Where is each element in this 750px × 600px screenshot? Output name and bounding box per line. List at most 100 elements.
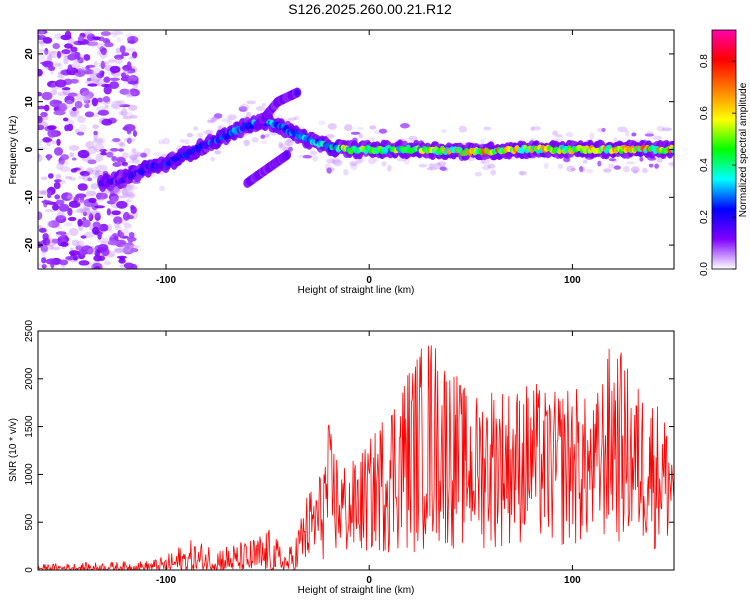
spectrogram-cell (88, 197, 97, 204)
spectrogram-cell (77, 116, 86, 124)
spectrogram-cell (83, 99, 91, 104)
spectrogram-cell (111, 33, 118, 38)
spectrogram-cell (70, 168, 78, 173)
spectrogram-cell (582, 159, 588, 164)
spectrogram-cell (656, 157, 663, 163)
spectrogram-cell (121, 188, 129, 196)
spectrogram-cell (78, 175, 86, 180)
spectrogram-cell (579, 166, 586, 173)
spectrogram-cell (83, 68, 94, 75)
spectrogram-cell (204, 129, 214, 136)
spectrogram-cell (127, 184, 135, 188)
spectrogram-cell (92, 124, 99, 130)
spectrogram-cell (129, 244, 138, 253)
spectrogram-cell (255, 105, 266, 112)
spectrogram-cell (84, 111, 95, 118)
spectrogram-cell (112, 188, 123, 194)
spectrogram-cell (130, 204, 135, 211)
spectrogram-cell (83, 54, 91, 61)
spectrogram-cell (403, 157, 411, 165)
spectrogram-cell (114, 54, 124, 60)
spectrogram-cell (84, 66, 91, 70)
spectrogram-cell (109, 81, 120, 90)
spectrogram-cell (125, 193, 135, 198)
spectrogram-cell (128, 231, 135, 239)
spectrogram-cell (93, 143, 105, 153)
spectrogram-cell (54, 194, 61, 200)
spectrogram-cell (110, 195, 119, 202)
spectrogram-cell (123, 262, 134, 269)
spectrogram-cell (293, 115, 300, 121)
spectrogram-cell (44, 138, 53, 142)
spectrogram-cell (84, 30, 93, 35)
spectrogram-cell (107, 224, 113, 232)
spectrogram-cell (210, 156, 215, 162)
spectrogram-cell (111, 30, 124, 36)
spectrogram-cell (378, 128, 388, 134)
spectrogram-cell (112, 137, 121, 143)
spectrogram-cell (83, 231, 96, 238)
spectrogram-cell (285, 152, 290, 158)
spectrogram-cell (45, 238, 57, 247)
spectrogram-cell (597, 160, 602, 167)
spectrogram-cell (38, 48, 45, 52)
spectrogram-cell (64, 95, 75, 105)
spectrogram-cell (57, 160, 70, 167)
spectrogram-cell (79, 124, 87, 133)
spectrogram-y-label: Frequency (Hz) (8, 116, 19, 185)
spectrogram-cell (121, 52, 130, 57)
y-tick-label: 0 (24, 567, 35, 573)
spectrogram-cell (369, 137, 376, 142)
spectrogram-cell (42, 60, 54, 68)
y-tick-label: 0 (24, 146, 35, 152)
spectrogram-cell (439, 166, 447, 171)
snr-frame (37, 330, 675, 571)
spectrogram-cell (53, 181, 61, 190)
spectrogram-cell (98, 61, 107, 69)
spectrogram-cell (530, 126, 535, 132)
spectrogram-cell (127, 104, 138, 111)
spectrogram-cell (61, 49, 71, 55)
spectrogram-cell (82, 211, 88, 217)
spectrogram-cell (39, 30, 45, 37)
spectrogram-cell (89, 39, 99, 48)
spectrogram-cell (54, 179, 62, 183)
spectrogram-cell (38, 225, 43, 229)
spectrogram-cell (245, 111, 252, 119)
spectrogram-cell (91, 97, 98, 107)
spectrogram-cell (480, 138, 485, 146)
spectrogram-cell (140, 152, 148, 158)
spectrogram-cell (287, 146, 293, 152)
spectrogram-cell (121, 108, 128, 117)
spectrogram-cell (644, 133, 654, 137)
spectrogram-cell (428, 162, 436, 168)
x-tick-label: -100 (156, 575, 176, 586)
spectrogram-cell (99, 49, 108, 59)
y-tick-label: -10 (24, 190, 35, 205)
spectrogram-cell (519, 171, 525, 176)
spectrogram-cell (214, 150, 222, 155)
y-tick-label: 20 (24, 48, 35, 60)
spectrogram-cell (47, 192, 52, 199)
spectrogram-cell (482, 164, 491, 171)
spectrogram-cell (47, 80, 58, 88)
spectrogram-cell (130, 186, 139, 190)
spectrogram-cell (104, 104, 109, 109)
x-tick-label: 100 (564, 275, 581, 286)
spectrogram-cell (211, 116, 220, 121)
spectrogram-cell (89, 73, 102, 83)
spectrogram-cell (458, 125, 468, 133)
spectrogram-cell (93, 130, 98, 136)
spectrogram-cell (75, 193, 87, 199)
spectrogram-cell (119, 195, 128, 199)
spectrogram-cell (630, 166, 640, 174)
spectrogram-cell (184, 138, 190, 145)
spectrogram-cell (56, 162, 64, 171)
spectrogram-cell (350, 131, 361, 135)
spectrogram-cell (40, 111, 48, 118)
spectrogram-cell (83, 95, 90, 102)
spectrogram-cell (51, 140, 57, 145)
spectrogram-cell (143, 147, 151, 155)
spectrogram-cell (158, 185, 166, 192)
spectrogram-cell (325, 134, 335, 139)
